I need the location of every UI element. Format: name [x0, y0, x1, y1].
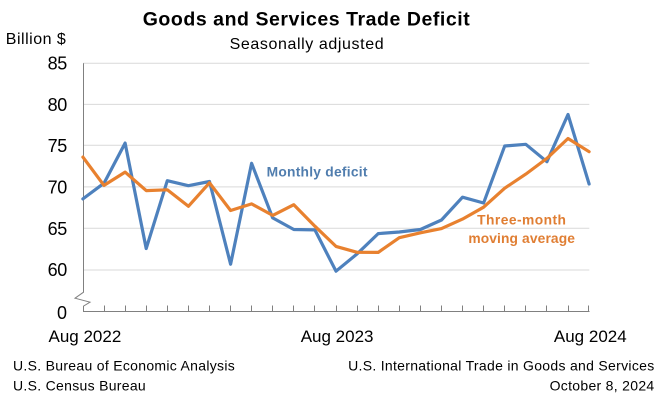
svg-text:Aug 2024: Aug 2024 — [554, 327, 627, 346]
svg-text:U.S. Bureau of Economic Analys: U.S. Bureau of Economic Analysis — [13, 358, 235, 374]
svg-text:Goods and Services Trade Defic: Goods and Services Trade Deficit — [143, 8, 471, 30]
svg-text:October 8, 2024: October 8, 2024 — [550, 377, 655, 393]
svg-text:Three-month: Three-month — [477, 213, 566, 228]
svg-text:Aug 2023: Aug 2023 — [301, 327, 374, 346]
svg-text:Billion $: Billion $ — [6, 31, 67, 48]
svg-text:0: 0 — [57, 303, 67, 323]
svg-text:U.S. International Trade in Go: U.S. International Trade in Goods and Se… — [348, 358, 654, 374]
svg-text:U.S. Census Bureau: U.S. Census Bureau — [13, 377, 146, 393]
svg-text:65: 65 — [48, 219, 68, 239]
svg-text:Aug 2022: Aug 2022 — [49, 327, 122, 346]
svg-text:60: 60 — [48, 260, 68, 280]
svg-text:75: 75 — [48, 136, 68, 156]
svg-text:Monthly deficit: Monthly deficit — [267, 164, 368, 179]
svg-text:Seasonally adjusted: Seasonally adjusted — [230, 36, 385, 53]
svg-text:80: 80 — [48, 95, 68, 115]
svg-text:70: 70 — [48, 178, 68, 198]
svg-text:moving average: moving average — [468, 231, 575, 246]
svg-text:85: 85 — [48, 54, 68, 74]
